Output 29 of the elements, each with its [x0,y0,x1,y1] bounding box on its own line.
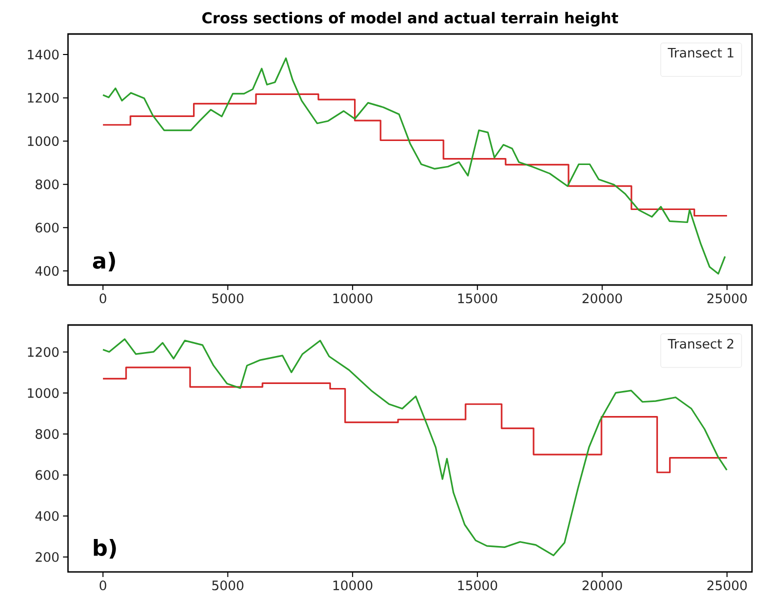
y-tick-label: 400 [35,266,59,276]
legend-title: Transect 2 [668,339,734,349]
y-tick-label: 1200 [28,93,59,103]
y-tick-label: 800 [36,180,59,190]
y-tick-label: 200 [36,552,59,562]
y-tick-label: 1000 [28,388,59,398]
x-tick-label: 20000 [582,580,622,590]
annotation: b) [94,539,116,559]
y-tick-label: 600 [36,222,59,233]
x-tick-label: 15000 [458,580,498,590]
chart-title: Cross sections of model and actual terrain height [202,12,618,27]
x-tick-label: 25000 [707,294,747,304]
x-tick-label: 10000 [333,580,372,590]
x-tick-label: 20000 [582,294,622,304]
y-tick-label: 800 [36,429,59,440]
x-tick-label: 10000 [333,294,372,304]
y-tick-label: 1400 [28,50,59,60]
x-tick-label: 0 [100,294,106,304]
legend-title: Transect 1 [668,48,734,58]
x-tick-label: 0 [100,580,106,590]
y-tick-label: 1000 [28,136,59,146]
y-tick-label: 400 [35,511,59,522]
x-tick-label: 5000 [212,294,244,304]
x-tick-label: 5000 [212,580,244,590]
y-tick-label: 1200 [28,347,59,358]
x-tick-label: 25000 [707,580,747,590]
x-tick-label: 15000 [458,294,498,304]
y-tick-label: 600 [36,470,59,480]
annotation: a) [92,252,115,272]
